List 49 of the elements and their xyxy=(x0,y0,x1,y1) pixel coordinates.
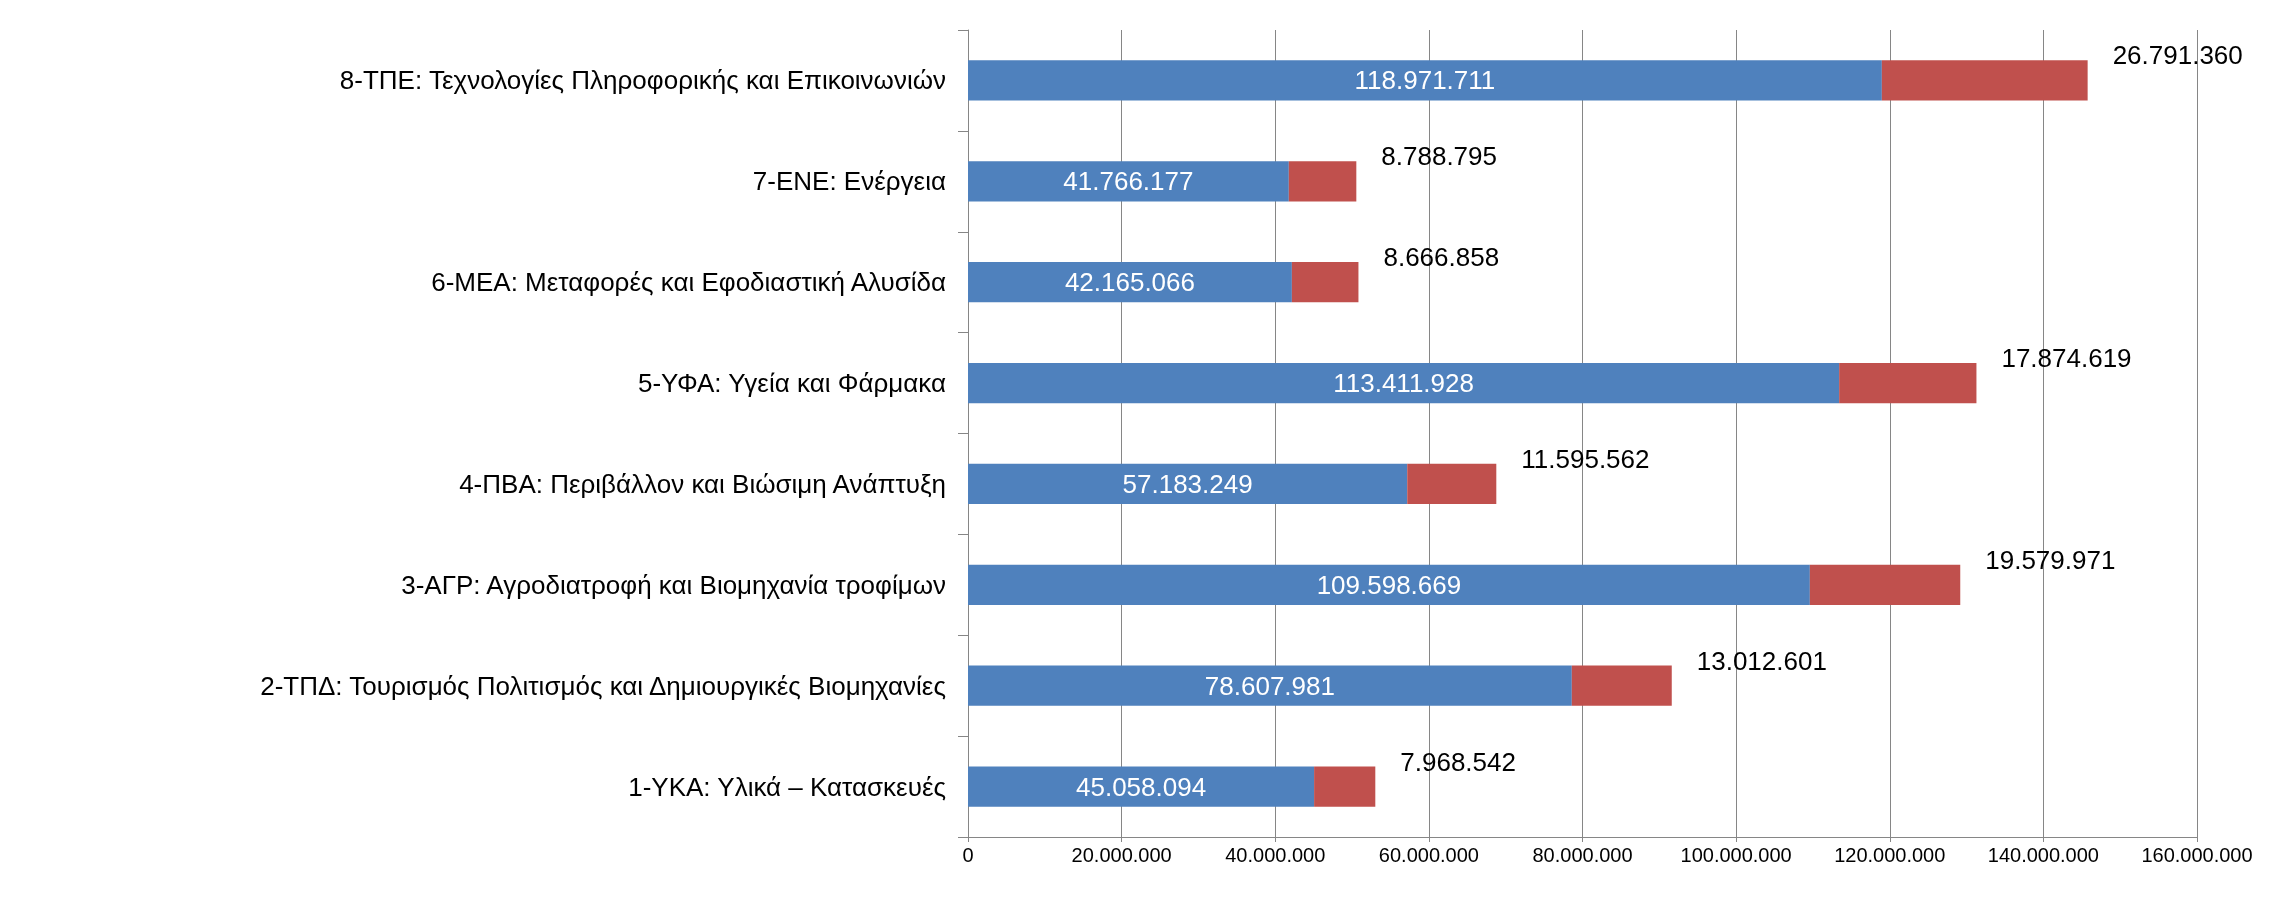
bar xyxy=(1407,463,1497,505)
x-tick-label: 40.000.000 xyxy=(1225,844,1326,866)
y-tick-label: 5-ΥΦΑ: Υγεία και Φάρμακα xyxy=(637,368,946,399)
bar xyxy=(1571,665,1672,706)
y-tick-label: 2-ΤΠΔ: Τουρισμός Πολιτισμός και Δημιουργικές Βιομηχανίες xyxy=(260,670,946,701)
y-tick-label: 6-ΜΕΑ: Μεταφορές και Εφοδιαστική Αλυσίδα xyxy=(431,267,946,298)
bar xyxy=(968,262,1292,303)
data-label: 17.874.619 xyxy=(2001,343,2132,374)
y-tick-label: 1-ΥΚΑ: Υλικά – Κατασκευές xyxy=(628,771,946,802)
data-label: 42.165.066 xyxy=(1064,267,1196,298)
data-label: 118.971.711 xyxy=(1354,65,1496,96)
bar xyxy=(968,161,1289,202)
bar xyxy=(1809,564,1961,605)
x-tick-label: 160.000.000 xyxy=(2141,844,2253,866)
x-tick-label: 140.000.000 xyxy=(1987,844,2099,866)
x-tick-label: 80.000.000 xyxy=(1532,844,1633,866)
x-tick-label: 0 xyxy=(962,844,974,866)
data-label: 11.595.562 xyxy=(1521,443,1650,474)
bar xyxy=(1314,766,1376,807)
x-tick-label: 100.000.000 xyxy=(1680,844,1792,866)
bar xyxy=(968,665,1572,706)
data-label: 13.012.601 xyxy=(1696,645,1827,676)
bar xyxy=(968,60,1882,101)
y-tick-label: 3-ΑΓΡ: Αγροδιατροφή και Βιομηχανία τροφίμων xyxy=(401,569,946,600)
data-label: 8.666.858 xyxy=(1383,242,1500,273)
bar xyxy=(1288,161,1357,202)
x-tick-label: 60.000.000 xyxy=(1378,844,1479,866)
data-label: 8.788.795 xyxy=(1381,141,1497,172)
data-label: 109.598.669 xyxy=(1316,569,1462,600)
bar xyxy=(1839,362,1977,404)
x-tick-label: 120.000.000 xyxy=(1834,844,1946,866)
bar xyxy=(968,463,1408,505)
x-tick-label: 20.000.000 xyxy=(1071,844,1172,866)
bar xyxy=(968,362,1840,404)
data-label: 45.058.094 xyxy=(1075,771,1207,802)
data-label: 78.607.981 xyxy=(1204,670,1335,701)
y-tick-label: 8-ΤΠΕ: Τεχνολογίες Πληροφορικής και Επικοινωνιών xyxy=(339,65,946,96)
data-label: 7.968.542 xyxy=(1400,746,1516,777)
bar xyxy=(1881,60,2088,101)
bar xyxy=(968,766,1315,807)
data-label: 113.411.928 xyxy=(1333,368,1474,399)
y-tick-label: 7-ΕΝΕ: Ενέργεια xyxy=(752,166,946,197)
bar xyxy=(1291,262,1359,303)
data-label: 26.791.360 xyxy=(2112,40,2243,71)
bar xyxy=(968,564,1810,605)
y-tick-label: 4-ΠΒΑ: Περιβάλλον και Βιώσιμη Ανάπτυξη xyxy=(459,468,946,499)
data-label: 41.766.177 xyxy=(1063,166,1194,197)
data-label: 19.579.971 xyxy=(1985,544,2116,575)
data-label: 57.183.249 xyxy=(1122,468,1253,499)
